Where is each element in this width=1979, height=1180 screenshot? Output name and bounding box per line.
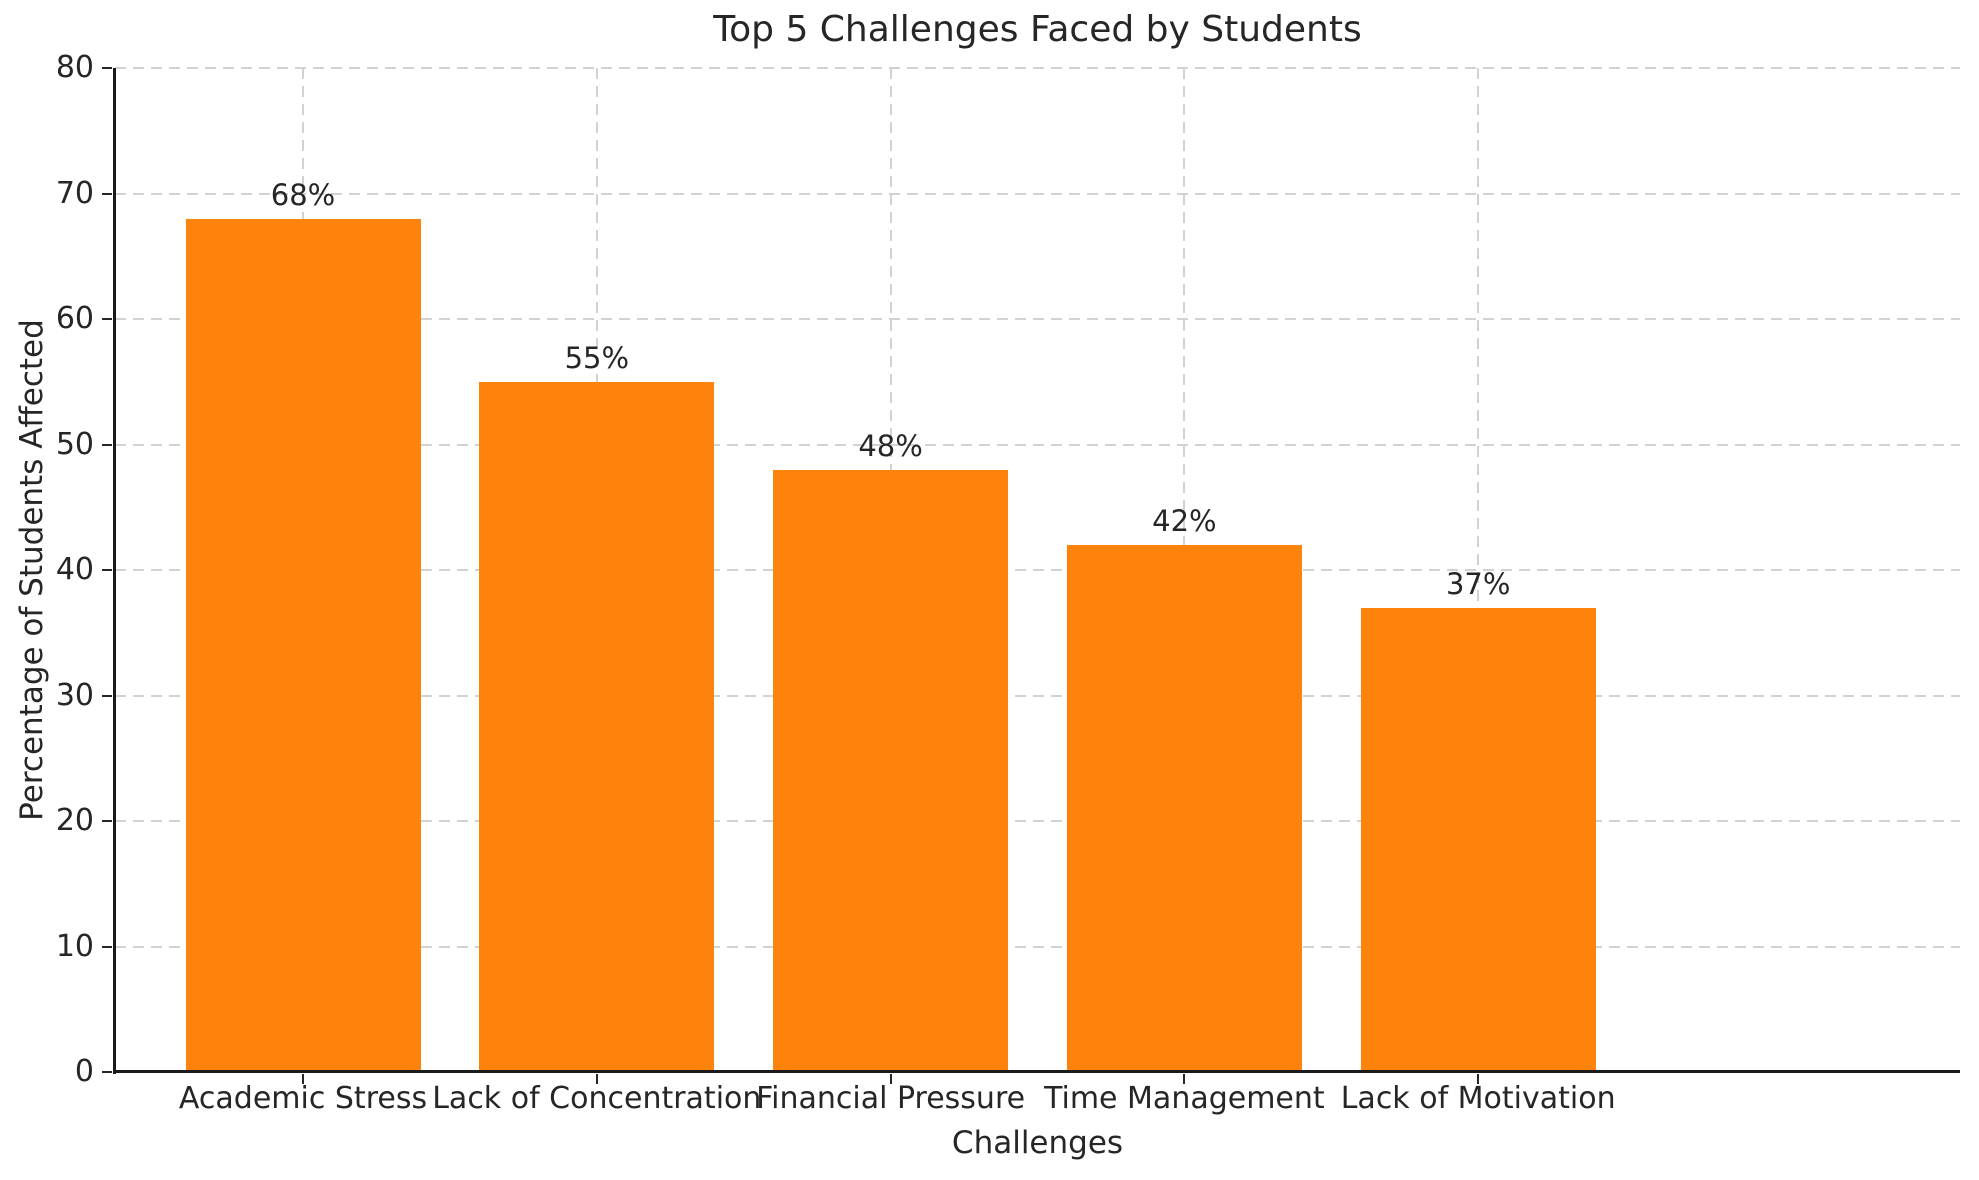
x-tick-mark <box>302 1074 305 1084</box>
y-tick-mark <box>102 694 112 697</box>
y-tick-label: 10 <box>55 928 94 964</box>
y-tick-mark <box>102 318 112 320</box>
h-gridline <box>115 945 1960 948</box>
x-tick-label: Academic Stress <box>178 1081 428 1116</box>
y-tick-label: 60 <box>55 301 94 336</box>
x-tick-label: Financial Pressure <box>756 1081 1026 1116</box>
y-tick-mark <box>102 820 112 822</box>
y-tick-mark <box>102 67 112 69</box>
y-tick-label: 30 <box>55 677 94 713</box>
bar <box>185 218 421 1072</box>
x-tick-mark <box>1183 1074 1186 1084</box>
y-tick-label: 0 <box>74 1054 94 1089</box>
y-tick-label: 20 <box>55 803 94 838</box>
x-tick-label: Lack of Concentration <box>432 1081 762 1116</box>
x-tick-mark <box>595 1074 598 1084</box>
h-gridline <box>115 192 1960 195</box>
bar <box>1066 544 1302 1072</box>
y-tick-label: 80 <box>55 50 94 85</box>
bar-value-label: 42% <box>1152 503 1217 538</box>
x-tick-label: Lack of Motivation <box>1340 1081 1616 1116</box>
y-tick-label: 50 <box>55 426 94 462</box>
bar-value-label: 37% <box>1445 566 1511 601</box>
bar <box>1360 607 1596 1072</box>
h-gridline <box>115 820 1960 822</box>
y-tick-mark <box>102 192 112 195</box>
h-gridline <box>115 67 1960 69</box>
chart-title: Top 5 Challenges Faced by Students <box>713 9 1362 50</box>
y-tick-mark <box>102 945 112 948</box>
y-tick-mark <box>102 1071 112 1073</box>
bar-value-label: 68% <box>270 177 336 212</box>
h-gridline <box>115 318 1960 320</box>
x-tick-mark <box>1477 1074 1480 1084</box>
bar-value-label: 48% <box>858 428 923 463</box>
bar-value-label: 55% <box>564 340 630 375</box>
v-gridline <box>1477 68 1480 1072</box>
x-tick-mark <box>889 1074 892 1084</box>
y-axis-spine <box>113 68 116 1074</box>
x-axis-spine <box>113 1070 1960 1073</box>
x-tick-label: Time Management <box>1044 1081 1325 1116</box>
h-gridline <box>115 443 1960 446</box>
y-tick-label: 70 <box>55 175 94 211</box>
y-tick-label: 40 <box>55 552 94 587</box>
y-tick-mark <box>102 569 112 571</box>
bar <box>479 381 715 1072</box>
h-gridline <box>115 569 1960 571</box>
x-axis-label: Challenges <box>951 1125 1124 1161</box>
y-tick-mark <box>102 443 112 446</box>
h-gridline <box>115 694 1960 697</box>
plot-area: 68% 55% 48% 42% 37% <box>102 67 1960 1084</box>
bar <box>773 469 1009 1072</box>
